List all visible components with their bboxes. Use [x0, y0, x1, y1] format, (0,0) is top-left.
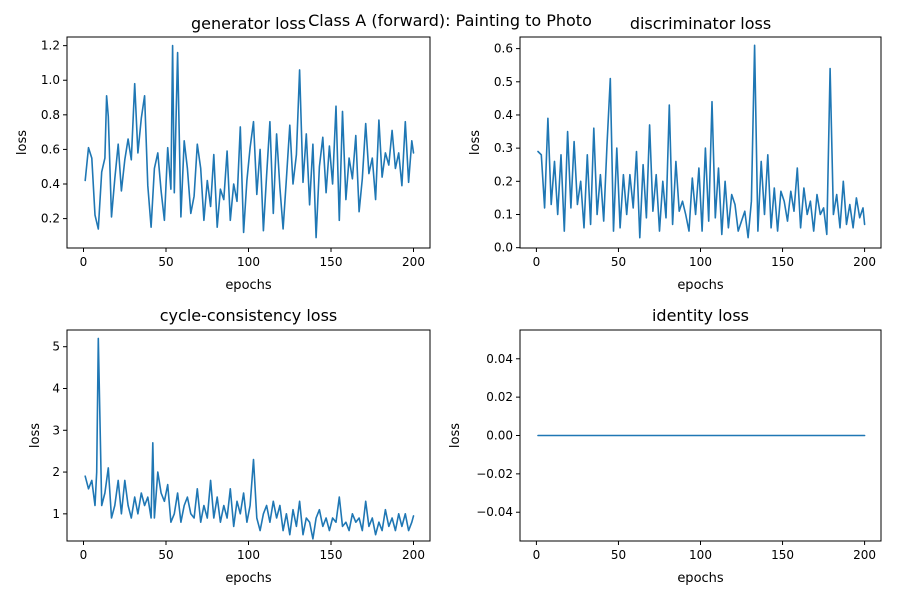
y-tick-label: 1.0: [41, 73, 60, 87]
y-tick-label: 0.04: [486, 352, 513, 366]
series-line-0: [84, 44, 415, 239]
y-tick-label: 0.0: [494, 241, 513, 255]
y-axis-label: loss: [448, 423, 463, 448]
x-ticks: 0 50 100 150 200: [80, 248, 425, 269]
series-line-0: [84, 337, 415, 540]
y-tick-label: −0.04: [476, 505, 513, 519]
x-axis-label: epochs: [677, 571, 724, 586]
x-tick-label: 200: [853, 255, 876, 269]
x-ticks: 0 50 100 150 200: [533, 541, 876, 562]
x-tick-label: 0: [533, 255, 541, 269]
x-tick-label: 150: [320, 548, 343, 562]
series-line-0: [537, 44, 866, 239]
y-tick-label: 0.02: [486, 390, 513, 404]
y-tick-label: 0.1: [494, 207, 513, 221]
x-tick-label: 100: [237, 548, 260, 562]
x-tick-label: 200: [402, 255, 425, 269]
subplot-cycle-consistency-loss: cycle-consistency loss 0 50 100 150 200 1 2 3 4…: [28, 306, 431, 586]
subplot-title: discriminator loss: [630, 14, 771, 33]
x-tick-label: 150: [771, 548, 794, 562]
y-tick-label: 1.2: [41, 39, 60, 53]
x-tick-label: 0: [80, 255, 88, 269]
x-tick-label: 200: [853, 548, 876, 562]
x-tick-label: 50: [158, 548, 173, 562]
y-tick-label: −0.02: [476, 467, 513, 481]
y-tick-label: 0.00: [486, 429, 513, 443]
x-axis-label: epochs: [677, 278, 724, 293]
x-tick-label: 100: [237, 255, 260, 269]
plot-area: [537, 44, 866, 239]
x-ticks: 0 50 100 150 200: [80, 541, 425, 562]
y-tick-label: 0.3: [494, 141, 513, 155]
x-tick-label: 100: [689, 255, 712, 269]
y-ticks: 0.2 0.4 0.6 0.8 1.0 1.2: [41, 39, 67, 226]
subplot-title: identity loss: [652, 306, 749, 325]
y-axis-label: loss: [468, 130, 483, 155]
y-tick-label: 0.4: [41, 177, 60, 191]
subplot-title: generator loss: [191, 14, 306, 33]
y-tick-label: 0.8: [41, 108, 60, 122]
subplot-discriminator-loss: discriminator loss 0 50 100 150 200 0.00.10.…: [468, 14, 882, 293]
x-tick-label: 200: [402, 548, 425, 562]
figure-suptitle: Class A (forward): Painting to Photo: [308, 11, 592, 30]
y-axis-label: loss: [28, 423, 43, 448]
subplot-title: cycle-consistency loss: [160, 306, 337, 325]
y-tick-label: 0.6: [494, 42, 513, 56]
y-tick-label: 0.2: [41, 212, 60, 226]
y-tick-label: 0.4: [494, 108, 513, 122]
y-tick-label: 0.2: [494, 174, 513, 188]
y-tick-label: 2: [52, 465, 60, 479]
y-ticks: 1 2 3 4 5: [52, 340, 67, 521]
y-tick-label: 4: [52, 381, 60, 395]
y-tick-label: 1: [52, 507, 60, 521]
x-tick-label: 50: [158, 255, 173, 269]
y-axis-label: loss: [15, 130, 30, 155]
x-tick-label: 150: [771, 255, 794, 269]
y-ticks: 0.0 0.1 0.2 0.3 0.4 0.5 0.6: [494, 42, 520, 255]
x-axis-label: epochs: [225, 278, 272, 293]
x-tick-label: 50: [611, 548, 626, 562]
x-tick-label: 0: [80, 548, 88, 562]
plot-area: [84, 337, 415, 540]
x-axis-label: epochs: [225, 571, 272, 586]
y-tick-label: 0.6: [41, 142, 60, 156]
y-tick-label: 5: [52, 340, 60, 354]
y-tick-label: 0.5: [494, 75, 513, 89]
y-tick-label: 3: [52, 423, 60, 437]
y-ticks: −0.04 −0.02 0.00 0.02 0.04: [476, 352, 520, 519]
subplot-identity-loss: identity loss 0 50 100 150 200 −0.04 −0.02 0.0…: [448, 306, 882, 586]
x-tick-label: 0: [533, 548, 541, 562]
subplot-generator-loss: generator loss 0 50 100 150 200 0.2 0.4 0.6 0.8…: [15, 14, 431, 293]
x-tick-label: 50: [611, 255, 626, 269]
x-tick-label: 150: [320, 255, 343, 269]
x-ticks: 0 50 100 150 200: [533, 248, 876, 269]
plot-area: [84, 44, 415, 239]
x-tick-label: 100: [689, 548, 712, 562]
